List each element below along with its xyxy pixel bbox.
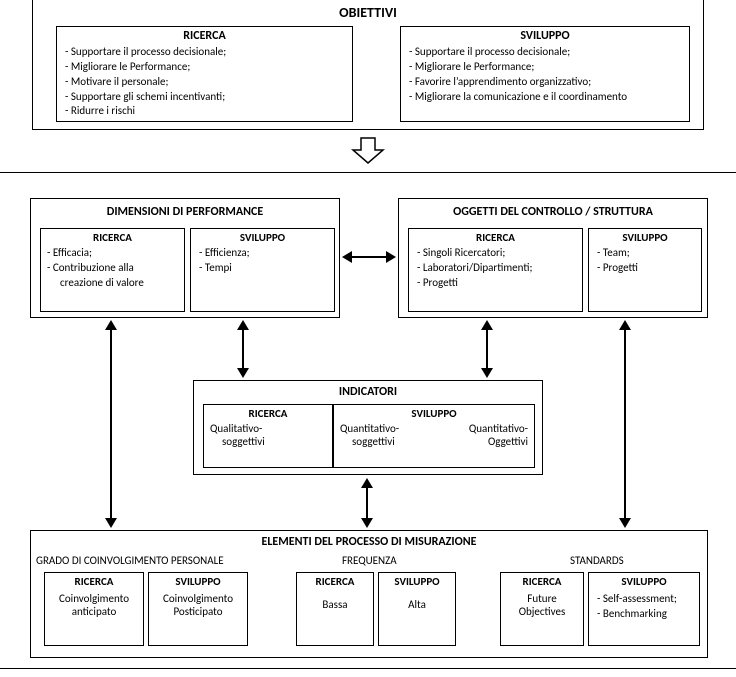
frequenza-ricerca-box: RICERCA Bassa [296, 572, 374, 646]
obiettivi-title: OBIETTIVI [33, 0, 703, 21]
arrow-ogg-ind-icon [478, 320, 496, 378]
list-item: Self-assessment; [597, 592, 693, 607]
grado-ricerca-title: RICERCA [45, 573, 143, 588]
grado-svi-l2: Posticipato [149, 605, 247, 618]
list-item: Efficienza; [199, 246, 328, 261]
freq-ric-l1: Bassa [297, 588, 373, 611]
standards-sviluppo-items: Self-assessment;Benchmarking [589, 588, 699, 626]
ind-svi-l2: soggettivi [340, 435, 399, 448]
list-item: Ridurre i rischi [65, 104, 346, 119]
grado-ric-l2: anticipato [45, 605, 143, 618]
freq-svi-l1: Alta [379, 588, 455, 611]
oggetti-sviluppo-title: SVILUPPO [589, 229, 701, 244]
arrow-dim-ind-icon [234, 320, 252, 378]
list-item: Migliorare le Performance; [65, 60, 346, 75]
oggetti-title: OGGETTI DEL CONTROLLO / STRUTTURA [399, 199, 707, 219]
freq-sviluppo-title: SVILUPPO [379, 573, 455, 588]
oggetti-ricerca-title: RICERCA [409, 229, 582, 244]
grado-ricerca-box: RICERCA Coinvolgimento anticipato [44, 572, 144, 646]
list-item: Migliorare la comunicazione e il coordin… [409, 90, 683, 105]
frequenza-sviluppo-box: SVILUPPO Alta [378, 572, 456, 646]
grado-ric-l1: Coinvolgimento [45, 588, 143, 605]
grado-title: GRADO DI COINVOLGIMENTO PERSONALE [36, 554, 224, 567]
standards-title: STANDARDS [570, 554, 624, 567]
list-item: Progetti [417, 276, 576, 291]
freq-ricerca-title: RICERCA [297, 573, 373, 588]
list-item: Motivare il personale; [65, 75, 346, 90]
arrow-ogg-elem-icon [616, 320, 634, 528]
list-item: Tempi [199, 261, 328, 276]
dimensioni-sviluppo-items: Efficienza;Tempi [191, 244, 334, 280]
list-item: Favorire l’apprendimento organizzativo; [409, 75, 683, 90]
standards-sviluppo-box: SVILUPPO Self-assessment;Benchmarking [588, 572, 700, 646]
arrow-ind-elem-icon [358, 478, 376, 528]
oggetti-ricerca-box: RICERCA Singoli Ricercatori;Laboratori/D… [408, 228, 583, 312]
obiettivi-ricerca-title: RICERCA [57, 27, 352, 43]
list-item: Progetti [597, 261, 695, 276]
indicatori-ricerca-box: RICERCA Qualitativo- soggettivi [203, 404, 333, 468]
dimensioni-title: DIMENSIONI DI PERFORMANCE [31, 199, 339, 219]
indicatori-ricerca-title: RICERCA [204, 405, 332, 420]
list-item: Laboratori/Dipartimenti; [417, 261, 576, 276]
obiettivi-ricerca-items: Supportare il processo decisionale;Migli… [57, 43, 352, 122]
oggetti-ricerca-items: Singoli Ricercatori;Laboratori/Dipartime… [409, 244, 582, 295]
oggetti-sviluppo-box: SVILUPPO Team;Progetti [588, 228, 702, 312]
std-sviluppo-title: SVILUPPO [589, 573, 699, 588]
ind-svi-l1: Quantitativo- [340, 422, 399, 435]
obiettivi-sviluppo-items: Supportare il processo decisionale;Migli… [401, 43, 689, 108]
frequenza-title: FREQUENZA [342, 554, 397, 567]
obiettivi-sviluppo-title: SVILUPPO [401, 27, 689, 43]
dimensioni-sviluppo-box: SVILUPPO Efficienza;Tempi [190, 228, 335, 312]
ind-svi-r2: Oggettivi [469, 435, 528, 448]
dim-ric-0: Efficacia; [47, 246, 178, 261]
std-ric-l2: Objectives [501, 605, 583, 618]
divider-top [0, 172, 736, 173]
oggetti-sviluppo-items: Team;Progetti [589, 244, 701, 280]
arrow-down-icon [349, 136, 387, 166]
list-item: Supportare il processo decisionale; [65, 45, 346, 60]
dimensioni-ricerca-title: RICERCA [41, 229, 184, 244]
dim-ric-2: creazione di valore [47, 276, 144, 289]
list-item: Supportare il processo decisionale; [409, 45, 683, 60]
obiettivi-ricerca-box: RICERCA Supportare il processo decisiona… [56, 26, 353, 122]
dimensioni-sviluppo-title: SVILUPPO [191, 229, 334, 244]
list-item: Benchmarking [597, 607, 693, 622]
dimensioni-ricerca-box: RICERCA Efficacia; Contribuzione alla cr… [40, 228, 185, 312]
grado-sviluppo-title: SVILUPPO [149, 573, 247, 588]
indicatori-sviluppo-box: SVILUPPO Quantitativo- soggettivi Quanti… [333, 404, 535, 468]
grado-svi-l1: Coinvolgimento [149, 588, 247, 605]
list-item: Migliorare le Performance; [409, 60, 683, 75]
list-item: Singoli Ricercatori; [417, 246, 576, 261]
std-ric-l1: Future [501, 588, 583, 605]
list-item: Supportare gli schemi incentivanti; [65, 90, 346, 105]
arrow-dim-elem-icon [102, 320, 120, 528]
elementi-title: ELEMENTI DEL PROCESSO DI MISURAZIONE [31, 531, 707, 549]
standards-ricerca-box: RICERCA Future Objectives [500, 572, 584, 646]
list-item: Team; [597, 246, 695, 261]
indicatori-sviluppo-title: SVILUPPO [334, 405, 534, 420]
ind-svi-r1: Quantitativo- [469, 422, 528, 435]
ind-ric-2: soggettivi [210, 435, 326, 448]
ind-ric-1: Qualitativo- [210, 422, 326, 435]
std-ricerca-title: RICERCA [501, 573, 583, 588]
divider-bottom [0, 668, 736, 669]
grado-sviluppo-box: SVILUPPO Coinvolgimento Posticipato [148, 572, 248, 646]
double-arrow-dim-ogg-icon [342, 248, 396, 266]
dim-ric-1: Contribuzione alla [47, 261, 178, 276]
indicatori-title: INDICATORI [194, 381, 542, 399]
obiettivi-sviluppo-box: SVILUPPO Supportare il processo decision… [400, 26, 690, 122]
